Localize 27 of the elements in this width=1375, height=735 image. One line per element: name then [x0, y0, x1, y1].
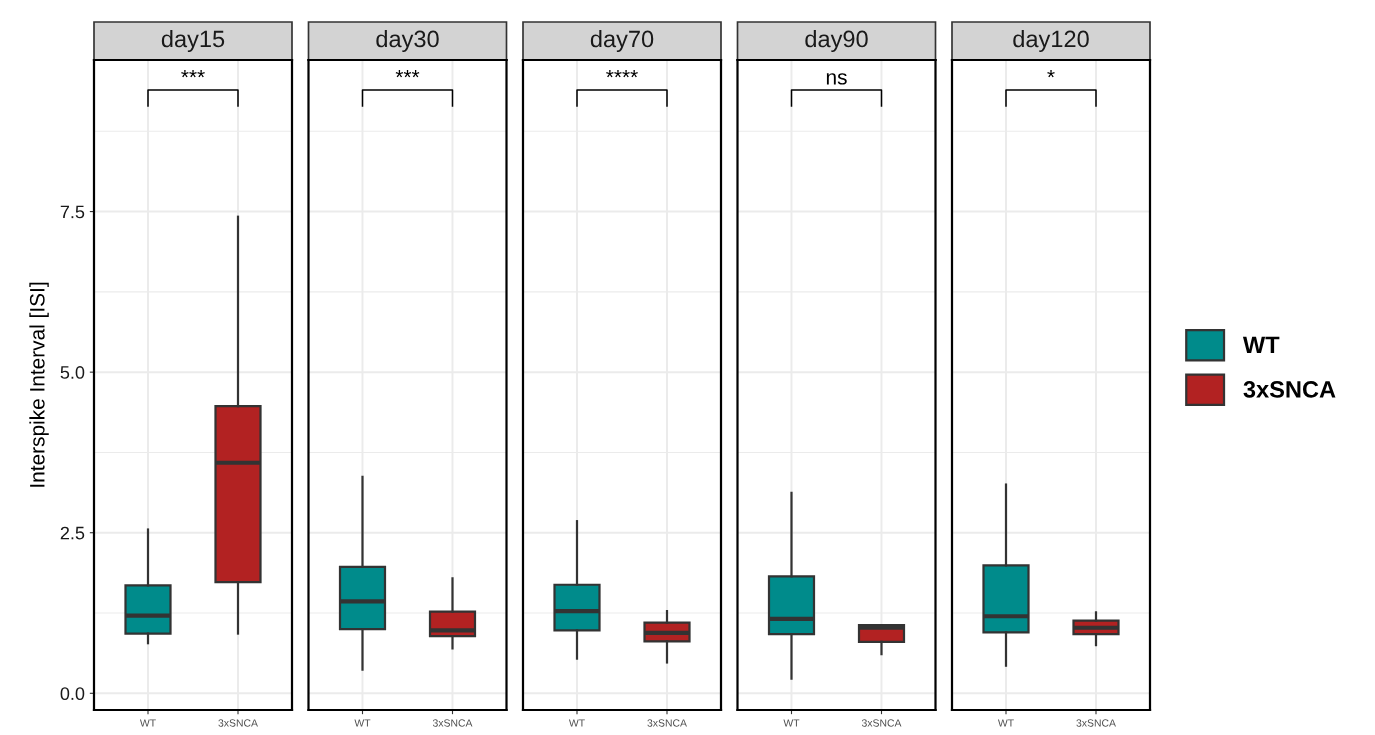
x-tick-label: WT [783, 719, 800, 727]
x-tick-label: 3xSNCA [647, 719, 687, 727]
x-tick-label: 3xSNCA [432, 719, 473, 727]
annotation: *** [395, 70, 420, 78]
x-tick-label: WT [997, 719, 1014, 727]
y-tick-label: 7.5 [60, 205, 85, 219]
x-tick-label: WT [354, 719, 371, 727]
y-tick-label: 0.0 [60, 687, 85, 701]
y-tick-label: 2.5 [60, 526, 85, 540]
annotation: ns [826, 73, 847, 85]
chart-title: day120 [1013, 30, 1089, 52]
x-tick-label: 3xSNCA [218, 719, 258, 727]
chart-title: day15 [161, 30, 225, 52]
x-tick-label: 3xSNCA [1076, 719, 1116, 727]
annotation: **** [606, 70, 638, 78]
y-tick-label: 5.0 [60, 366, 85, 379]
chart-title: day70 [590, 30, 654, 52]
legend-label: 3xSNCA [1243, 381, 1336, 398]
chart-title: day90 [805, 30, 868, 52]
y-axis-title: Interspike Interval [ISI] [29, 282, 49, 487]
x-tick-label: WT [139, 719, 156, 727]
x-tick-label: WT [568, 719, 585, 727]
annotation: * [1047, 70, 1055, 78]
x-tick-label: 3xSNCA [861, 719, 902, 727]
chart-title: day30 [376, 30, 439, 52]
legend-label: WT [1242, 336, 1280, 353]
annotation: *** [181, 70, 205, 78]
